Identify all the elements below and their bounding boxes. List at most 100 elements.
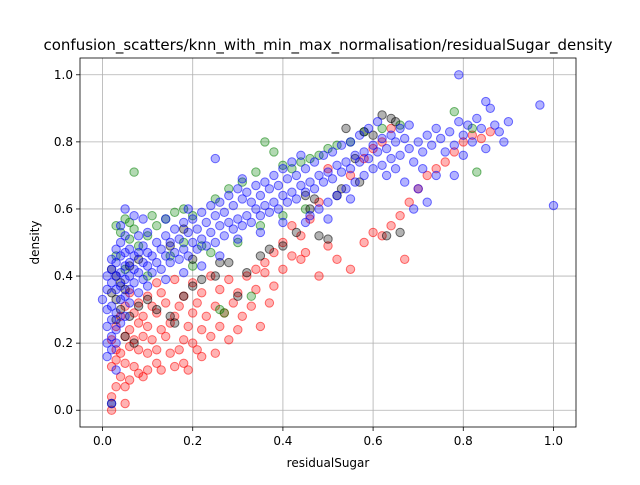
data-point — [291, 170, 302, 181]
data-point — [133, 301, 144, 311]
data-point — [309, 194, 320, 204]
data-point — [188, 281, 198, 291]
data-point — [237, 311, 248, 321]
data-point — [264, 207, 275, 218]
data-point — [138, 274, 148, 285]
data-point — [318, 177, 329, 187]
data-point — [183, 365, 193, 375]
data-point — [206, 331, 216, 342]
data-point — [237, 174, 248, 184]
data-point — [251, 180, 261, 191]
data-point — [345, 170, 356, 181]
data-point — [368, 164, 378, 174]
data-point — [133, 298, 144, 308]
data-point — [449, 140, 459, 150]
data-point — [237, 221, 248, 231]
data-point — [120, 204, 130, 214]
data-point — [233, 288, 243, 298]
data-point — [260, 268, 270, 278]
data-point — [147, 211, 157, 221]
axis-ticks: 0.0 0.2 0.4 0.6 0.8 1.0 0.0 0.2 0.4 0.6 0.8 1.0 — [54, 68, 563, 448]
data-point — [215, 221, 225, 231]
data-point — [142, 281, 153, 291]
data-point — [152, 308, 162, 318]
data-point — [215, 251, 225, 261]
data-point — [219, 207, 230, 218]
data-point — [404, 143, 414, 154]
data-point — [197, 207, 207, 218]
data-point — [142, 294, 153, 305]
data-point — [345, 137, 356, 147]
data-point — [242, 271, 252, 281]
data-point — [170, 274, 180, 285]
data-point — [170, 361, 180, 372]
data-point — [359, 170, 369, 181]
data-point — [260, 257, 270, 268]
data-point — [454, 117, 464, 127]
data-point — [251, 284, 261, 295]
data-point — [179, 358, 189, 368]
data-point — [142, 291, 153, 301]
data-point — [296, 180, 306, 191]
data-point — [111, 382, 121, 392]
data-point — [449, 147, 459, 157]
data-point — [111, 365, 121, 375]
data-point — [341, 123, 351, 134]
data-point — [291, 194, 302, 204]
data-point — [273, 180, 284, 191]
data-point — [133, 288, 144, 298]
data-point — [255, 190, 266, 201]
data-point — [242, 268, 252, 278]
data-point — [201, 241, 212, 251]
data-point — [152, 237, 162, 248]
data-point — [183, 251, 193, 261]
data-point — [381, 231, 392, 241]
data-point — [228, 200, 239, 211]
data-point — [390, 117, 401, 127]
x-tick-label: 0.8 — [454, 434, 473, 448]
data-point — [278, 241, 288, 251]
data-point — [368, 130, 378, 140]
data-point — [152, 221, 162, 231]
data-point — [278, 160, 288, 171]
data-point — [161, 331, 171, 342]
data-point — [192, 298, 202, 308]
data-point — [395, 123, 405, 134]
data-point — [188, 211, 198, 221]
data-point — [124, 244, 135, 254]
data-point — [305, 211, 315, 221]
data-point — [372, 147, 383, 157]
data-point — [161, 298, 171, 308]
data-point — [97, 294, 108, 305]
data-point — [233, 237, 243, 248]
data-point — [409, 157, 419, 167]
data-point — [165, 348, 175, 358]
data-point — [458, 150, 468, 161]
data-point — [323, 234, 333, 244]
data-point — [215, 321, 225, 332]
data-point — [102, 321, 112, 332]
data-point — [197, 288, 207, 298]
data-point — [106, 301, 117, 311]
data-point — [413, 184, 423, 194]
data-point — [422, 197, 432, 207]
data-point — [224, 274, 234, 285]
data-point — [147, 335, 157, 345]
data-point — [156, 264, 166, 274]
data-point — [233, 325, 243, 335]
data-point — [228, 224, 239, 234]
data-point — [111, 308, 121, 318]
data-point — [215, 257, 225, 268]
data-point — [255, 321, 266, 332]
x-axis-label: residualSugar — [287, 456, 370, 470]
data-point — [251, 264, 261, 274]
data-point — [219, 231, 230, 241]
data-point — [179, 335, 189, 345]
data-point — [386, 221, 396, 231]
data-point — [233, 184, 243, 194]
data-point — [224, 335, 234, 345]
data-point — [183, 321, 193, 332]
data-point — [386, 153, 396, 164]
data-point — [503, 117, 514, 127]
